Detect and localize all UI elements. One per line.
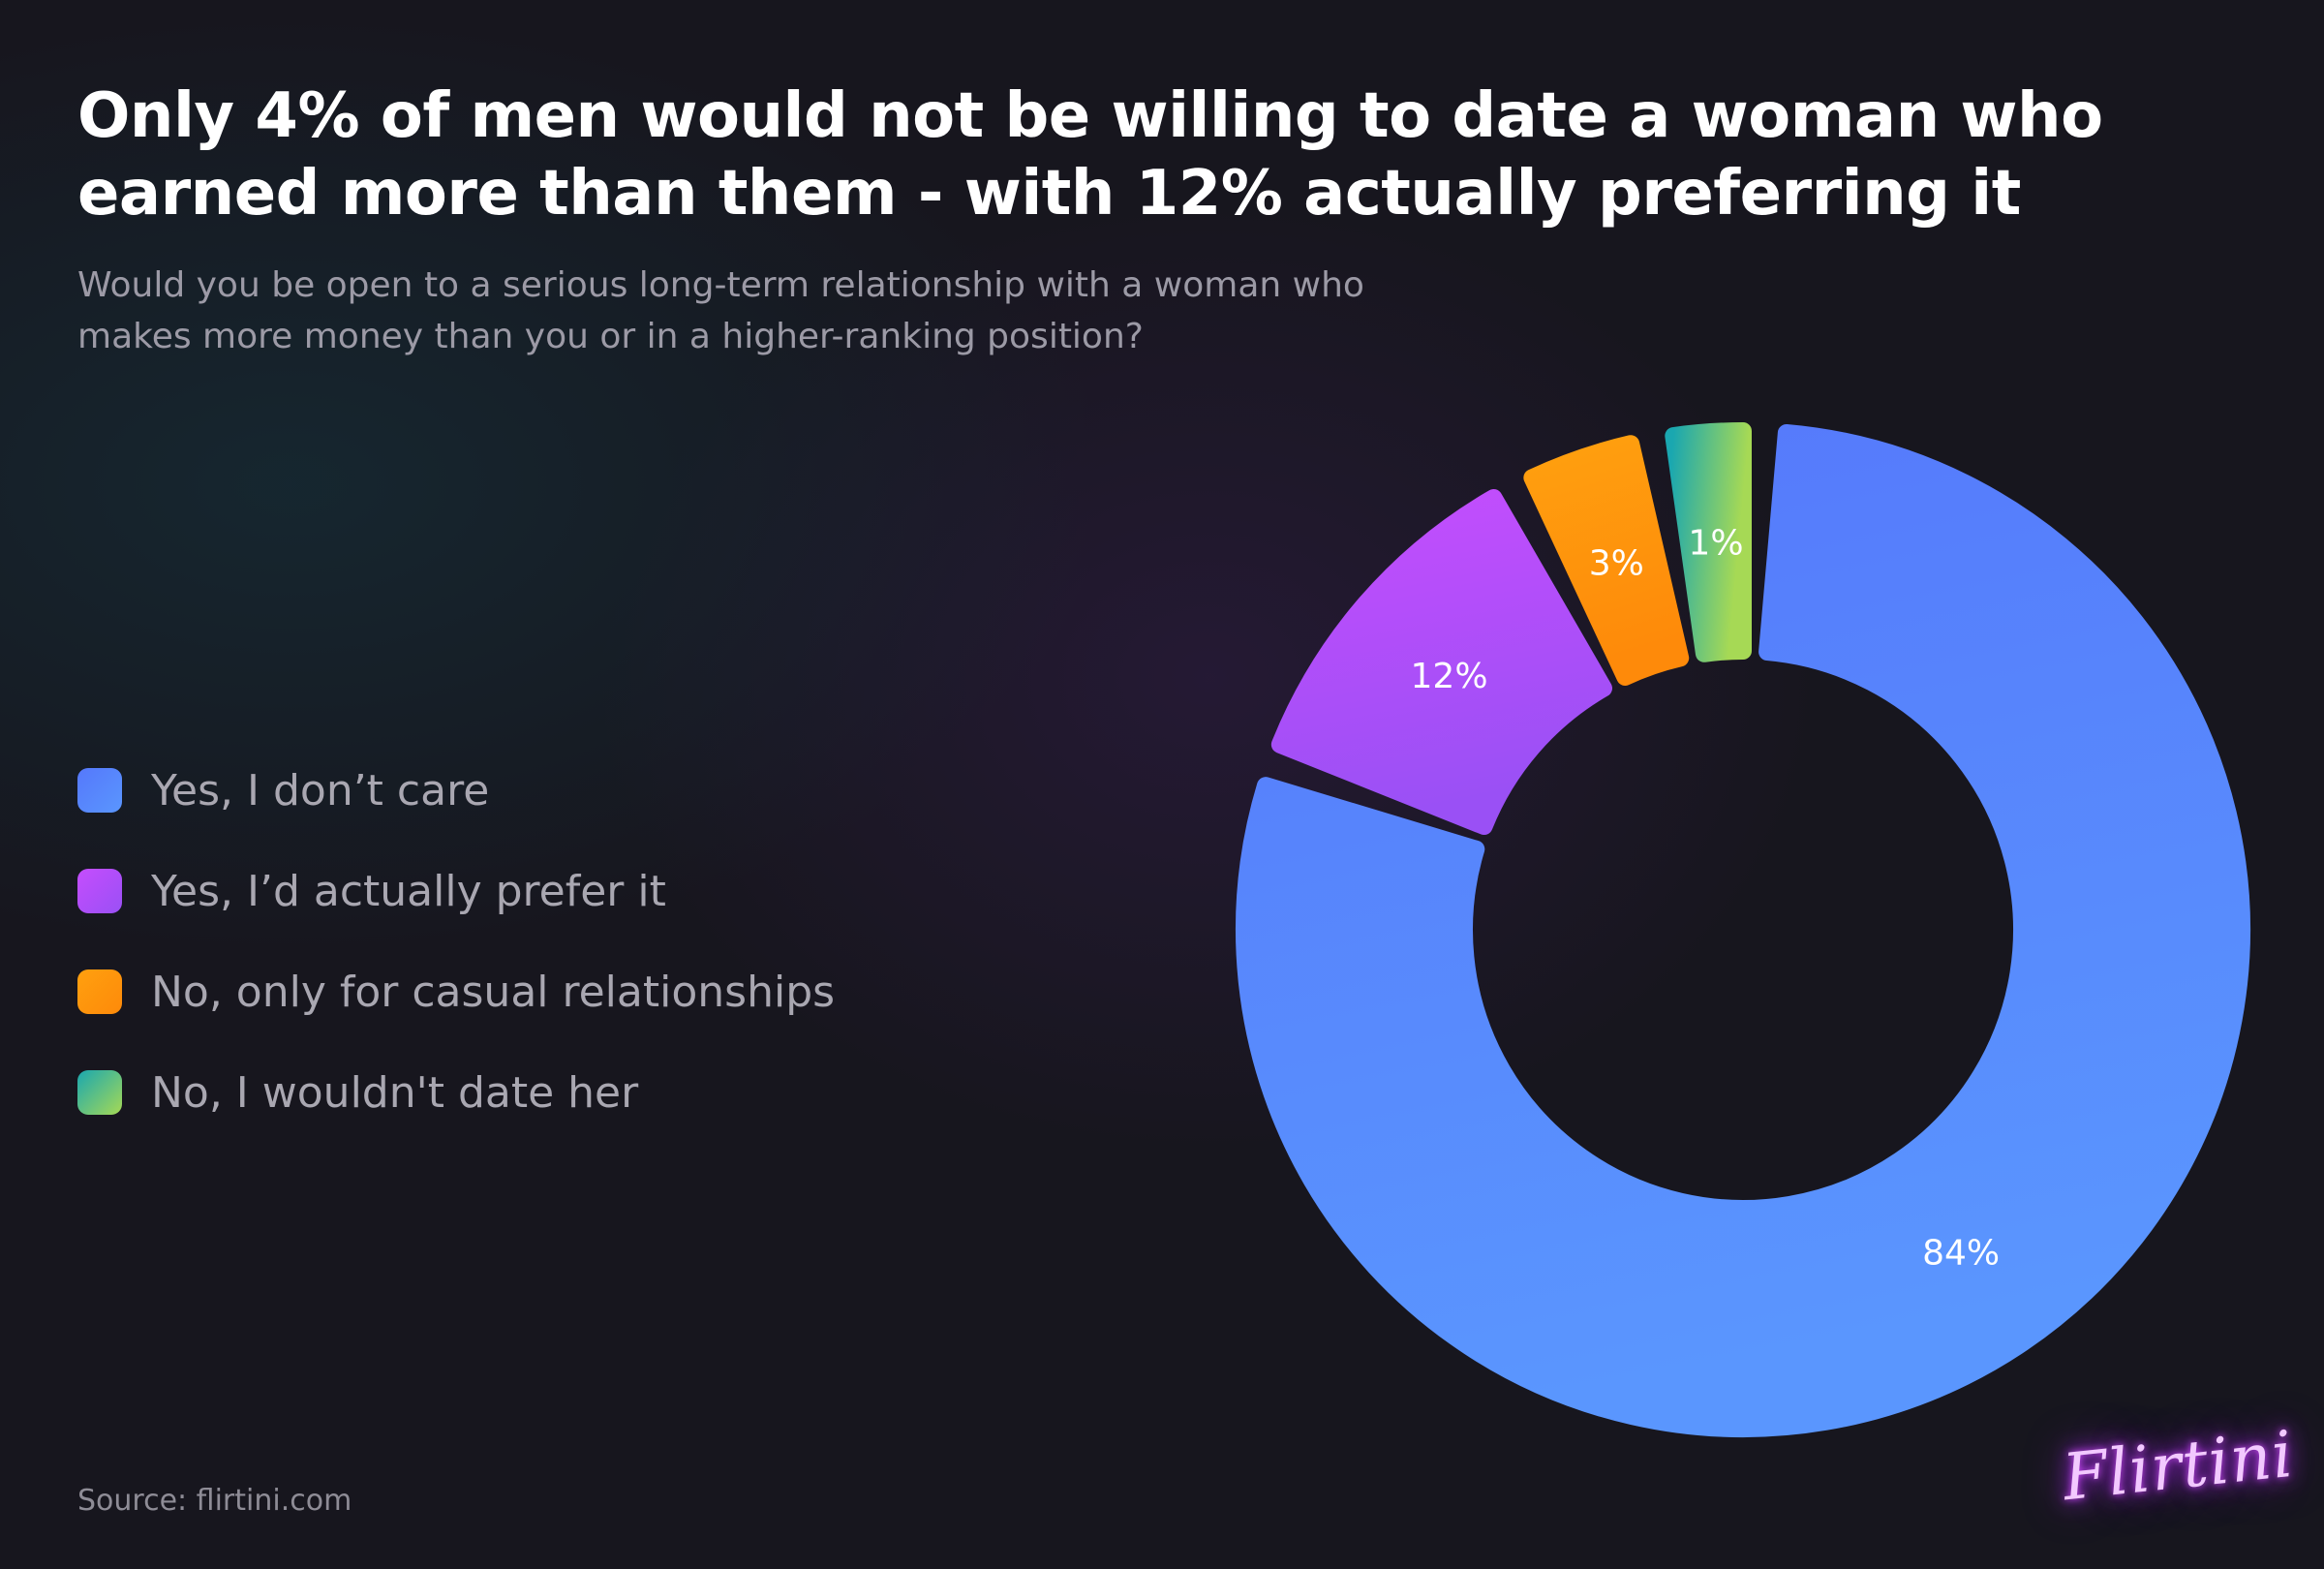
legend-label: Yes, I don’t care	[151, 765, 490, 815]
chart-title: Only 4% of men would not be willing to d…	[77, 80, 2103, 230]
donut-slices	[1236, 422, 2250, 1437]
donut-data-labels: 84% 12% 3% 1%	[1411, 523, 2001, 1273]
legend-swatch	[77, 869, 122, 913]
slice-would-not-date	[1665, 422, 1752, 662]
data-label: 1%	[1688, 523, 1743, 563]
legend-item-casual-only: No, only for casual relationships	[77, 941, 835, 1042]
legend-item-would-not-date: No, I wouldn't date her	[77, 1042, 835, 1143]
legend-swatch	[77, 969, 122, 1014]
slice-yes-prefer	[1270, 488, 1612, 836]
legend-label: No, I wouldn't date her	[151, 1067, 639, 1118]
legend-item-yes-prefer: Yes, I’d actually prefer it	[77, 841, 835, 941]
legend-label: Yes, I’d actually prefer it	[151, 866, 666, 916]
data-label: 84%	[1922, 1233, 2000, 1273]
legend-swatch	[77, 768, 122, 813]
source-note: Source: flirtini.com	[77, 1484, 352, 1518]
legend-item-yes-dont-care: Yes, I don’t care	[77, 740, 835, 841]
chart-subtitle: Would you be open to a serious long-term…	[77, 265, 1364, 356]
data-label: 12%	[1411, 657, 1488, 696]
slice-casual-only	[1523, 435, 1690, 686]
slice-yes-dont-care	[1236, 423, 2250, 1437]
legend-label: No, only for casual relationships	[151, 967, 836, 1017]
legend-swatch	[77, 1070, 122, 1115]
data-label: 3%	[1589, 543, 1644, 583]
legend: Yes, I don’t care Yes, I’d actually pref…	[77, 740, 835, 1143]
